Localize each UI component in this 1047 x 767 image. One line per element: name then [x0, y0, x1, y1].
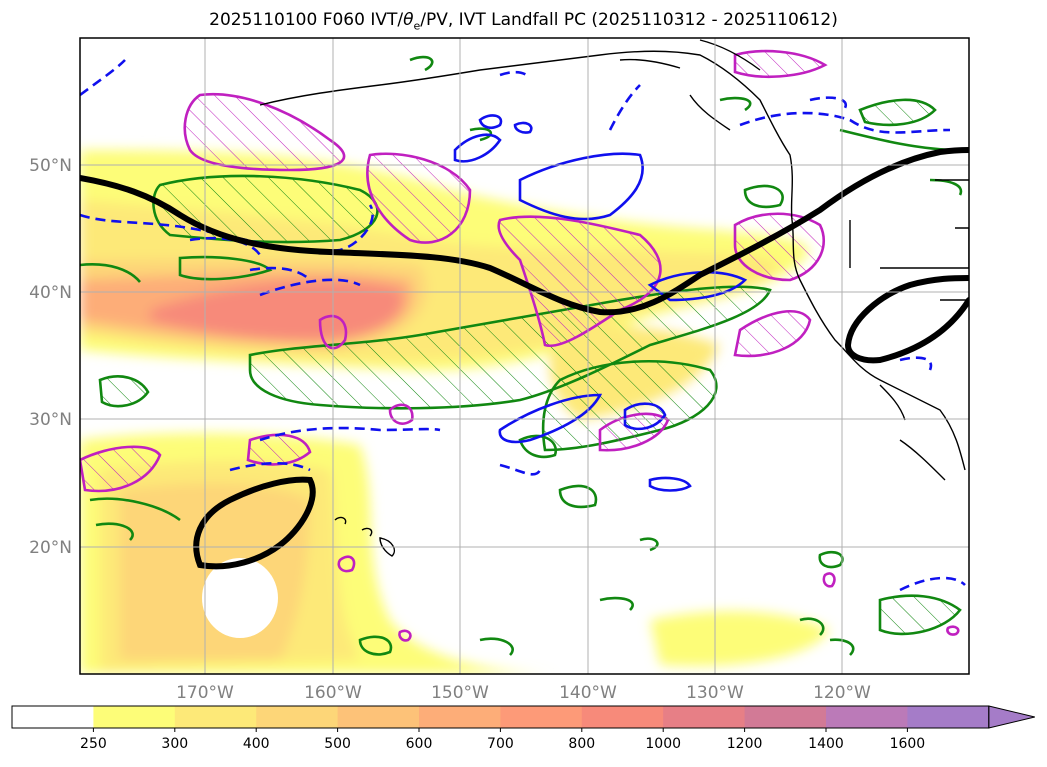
pv-contours [80, 49, 960, 642]
map-frame [79, 37, 970, 675]
colorbar-label: 1600 [890, 736, 926, 752]
lon-tick: 160°W [304, 683, 362, 703]
colorbar-segment [419, 706, 501, 728]
landfall-pc [80, 147, 969, 570]
colorbar-label: 800 [568, 736, 595, 752]
colorbar-segment [93, 706, 176, 728]
lon-tick: 120°W [813, 683, 871, 703]
lat-tick: 20°N [29, 538, 72, 558]
coastlines [259, 39, 969, 557]
colorbar-label: 250 [80, 736, 107, 752]
colorbar-label: 600 [406, 736, 433, 752]
colorbar-segment [826, 706, 908, 728]
colorbar-segment [337, 706, 420, 728]
lon-tick: 170°W [176, 683, 234, 703]
lat-tick: 50°N [29, 156, 72, 176]
chart-title: 2025110100 F060 IVT/θe/PV, IVT Landfall … [209, 10, 838, 33]
gridlines [80, 38, 969, 674]
colorbar-segment [744, 706, 827, 728]
colorbar-label: 500 [324, 736, 351, 752]
colorbar-segment [907, 706, 990, 728]
lon-tick: 130°W [686, 683, 744, 703]
ivt-hole [202, 558, 278, 638]
colorbar: 250 300 400 500 600 700 800 1000 1200 1400 1600 [11, 705, 1035, 752]
colorbar-label: 1200 [727, 736, 763, 752]
colorbar-label: 400 [243, 736, 270, 752]
colorbar-segment [256, 706, 339, 728]
colorbar-segment [500, 706, 583, 728]
colorbar-label: 1400 [808, 736, 844, 752]
colorbar-segment [12, 706, 94, 728]
colorbar-extend-arrow [988, 705, 1035, 729]
lat-tick: 30°N [29, 410, 72, 430]
lon-tick: 150°W [431, 683, 489, 703]
lon-tick: 140°W [559, 683, 617, 703]
lat-tick: 40°N [29, 283, 72, 303]
colorbar-label: 700 [487, 736, 514, 752]
colorbar-segment [174, 706, 257, 728]
lon-axis: 170°W 160°W 150°W 140°W 130°W 120°W [176, 683, 871, 703]
colorbar-segment [581, 706, 664, 728]
colorbar-label: 1000 [645, 736, 681, 752]
theta-e-contours [80, 55, 963, 656]
colorbar-segment [663, 706, 746, 728]
lat-axis: 50°N 40°N 30°N 20°N [29, 156, 72, 558]
blue-contours [80, 59, 966, 592]
colorbar-label: 300 [161, 736, 188, 752]
